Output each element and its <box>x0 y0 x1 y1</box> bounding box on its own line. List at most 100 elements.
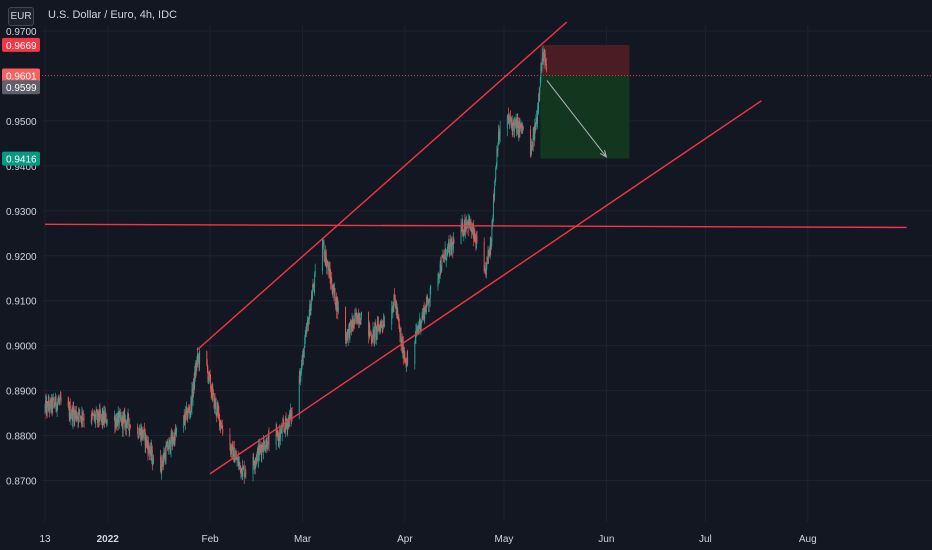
candle-body <box>466 222 468 227</box>
candle-body <box>243 467 245 477</box>
candle-body <box>174 430 176 445</box>
candle-body <box>494 185 496 197</box>
candle-body <box>175 431 177 434</box>
candle-body <box>535 122 537 131</box>
candle-body <box>163 454 165 460</box>
x-tick-label: Apr <box>397 534 413 545</box>
candle-body <box>516 120 518 133</box>
candle-body <box>491 222 493 226</box>
candle-body <box>123 416 125 418</box>
candle-body <box>337 300 339 312</box>
candle-body <box>345 334 347 340</box>
candle-body <box>164 452 166 459</box>
candle-body <box>539 78 541 88</box>
candle-body <box>335 297 337 307</box>
candle-body <box>517 121 519 135</box>
candle-body <box>259 446 261 448</box>
candle-body <box>474 239 476 241</box>
candle-body <box>193 378 195 390</box>
candle-body <box>449 246 450 255</box>
candle-body <box>429 298 431 303</box>
candle-body <box>332 292 334 294</box>
candle-body <box>322 244 324 246</box>
candle-body <box>255 459 257 463</box>
candle-body <box>395 305 397 309</box>
candle-body <box>217 407 219 412</box>
candle-body <box>279 432 281 438</box>
candle-body <box>333 286 335 294</box>
candle-body <box>334 288 336 305</box>
candle-body <box>245 472 247 474</box>
candle-body <box>312 284 314 292</box>
candle-body <box>330 279 332 284</box>
candle-body <box>263 440 264 452</box>
candle-body <box>530 153 532 155</box>
candle-body <box>237 457 239 460</box>
candle-body <box>56 406 58 411</box>
candle-body <box>398 323 400 328</box>
candle-body <box>265 440 267 446</box>
candle-body <box>406 364 408 366</box>
candle-body <box>349 320 351 324</box>
candle-body <box>78 410 80 412</box>
candle-body <box>493 194 494 217</box>
candle-body <box>515 120 517 125</box>
candle-body <box>469 221 471 227</box>
candle-body <box>138 434 140 438</box>
candle-body <box>509 116 511 121</box>
candle-body <box>375 327 377 337</box>
candle-body <box>418 326 420 328</box>
candle-body <box>381 324 383 326</box>
candle-body <box>83 418 84 419</box>
candle-body <box>261 445 263 456</box>
candle-body <box>423 307 425 313</box>
candle-body <box>498 132 500 140</box>
candle-body <box>291 412 292 420</box>
candle-body <box>278 432 280 442</box>
candle-body <box>301 364 302 373</box>
candle-body <box>512 119 514 124</box>
candle-body <box>138 437 140 439</box>
candle-body <box>187 409 189 416</box>
symbol-badge[interactable]: EUR <box>8 7 34 26</box>
x-tick-label: Jun <box>598 534 614 545</box>
candle-body <box>252 457 254 474</box>
candle-body <box>119 413 121 415</box>
candle-body <box>230 447 232 453</box>
candle-body <box>45 400 47 407</box>
candle-body <box>152 463 154 465</box>
candle-body <box>309 303 311 317</box>
candle-body <box>379 326 381 332</box>
candle-body <box>139 429 141 433</box>
candle-body <box>392 310 394 313</box>
candle-body <box>117 412 119 417</box>
candle-body <box>281 426 283 434</box>
candle-body <box>289 413 291 417</box>
candle-body <box>278 435 280 442</box>
candle-body <box>172 441 174 443</box>
candle-body <box>148 443 150 450</box>
candle-body <box>540 67 542 70</box>
candle-body <box>277 432 279 441</box>
channel-lower-line <box>209 100 762 475</box>
candle-body <box>129 425 131 431</box>
candle-body <box>357 321 359 324</box>
candle-body <box>486 257 488 263</box>
candle-body <box>517 120 519 122</box>
candle-body <box>137 428 139 438</box>
candle-body <box>122 415 124 430</box>
candle-body <box>188 409 190 412</box>
candle-body <box>59 396 61 401</box>
candle-body <box>306 325 308 333</box>
candle-body <box>90 419 92 422</box>
candle-body <box>229 433 231 447</box>
candle-body <box>208 371 210 379</box>
candle-body <box>92 414 94 415</box>
candle-body <box>370 335 372 341</box>
candle-body <box>421 315 423 322</box>
candle-body <box>174 430 176 434</box>
candle-body <box>397 310 399 316</box>
candle-body <box>214 398 216 407</box>
candle-body <box>374 326 376 340</box>
